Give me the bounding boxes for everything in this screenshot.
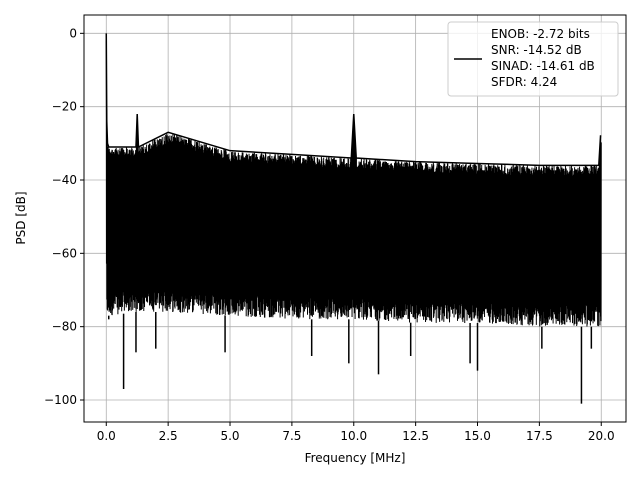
x-tick-label: 2.5: [159, 429, 178, 443]
y-tick-label: −80: [52, 320, 77, 334]
legend-entry-line-1: ENOB: -2.72 bits: [491, 27, 590, 41]
y-tick-label: 0: [69, 26, 77, 40]
x-tick-label: 5.0: [220, 429, 239, 443]
y-axis-label: PSD [dB]: [14, 191, 28, 244]
y-tick-label: −40: [52, 173, 77, 187]
x-tick-label: 15.0: [464, 429, 491, 443]
x-tick-label: 12.5: [402, 429, 429, 443]
legend-entry-line-3: SINAD: -14.61 dB: [491, 59, 595, 73]
x-tick-label: 0.0: [97, 429, 116, 443]
psd-peak-envelope: [105, 33, 602, 167]
x-axis-ticks: 0.0 2.5 5.0 7.5 10.0 12.5 15.0 17.5 20.0: [97, 422, 615, 443]
x-tick-label: 17.5: [526, 429, 553, 443]
legend-box: [447, 21, 619, 97]
x-tick-label: 20.0: [588, 429, 615, 443]
x-axis-label: Frequency [MHz]: [305, 451, 406, 465]
legend-entry-line-2: SNR: -14.52 dB: [491, 43, 582, 57]
x-tick-label: 7.5: [282, 429, 301, 443]
x-tick-label: 10.0: [340, 429, 367, 443]
y-tick-label: −60: [52, 246, 77, 260]
plot-area: [105, 33, 602, 404]
y-tick-label: −100: [44, 393, 77, 407]
legend-entry-line-4: SFDR: 4.24: [491, 75, 557, 89]
axes-frame: [83, 14, 627, 423]
y-axis-ticks: 0 −20 −40 −60 −80 −100: [44, 26, 84, 407]
y-tick-label: −20: [52, 100, 77, 114]
legend: ENOB: -2.72 bits SNR: -14.52 dB SINAD: -…: [447, 21, 619, 97]
